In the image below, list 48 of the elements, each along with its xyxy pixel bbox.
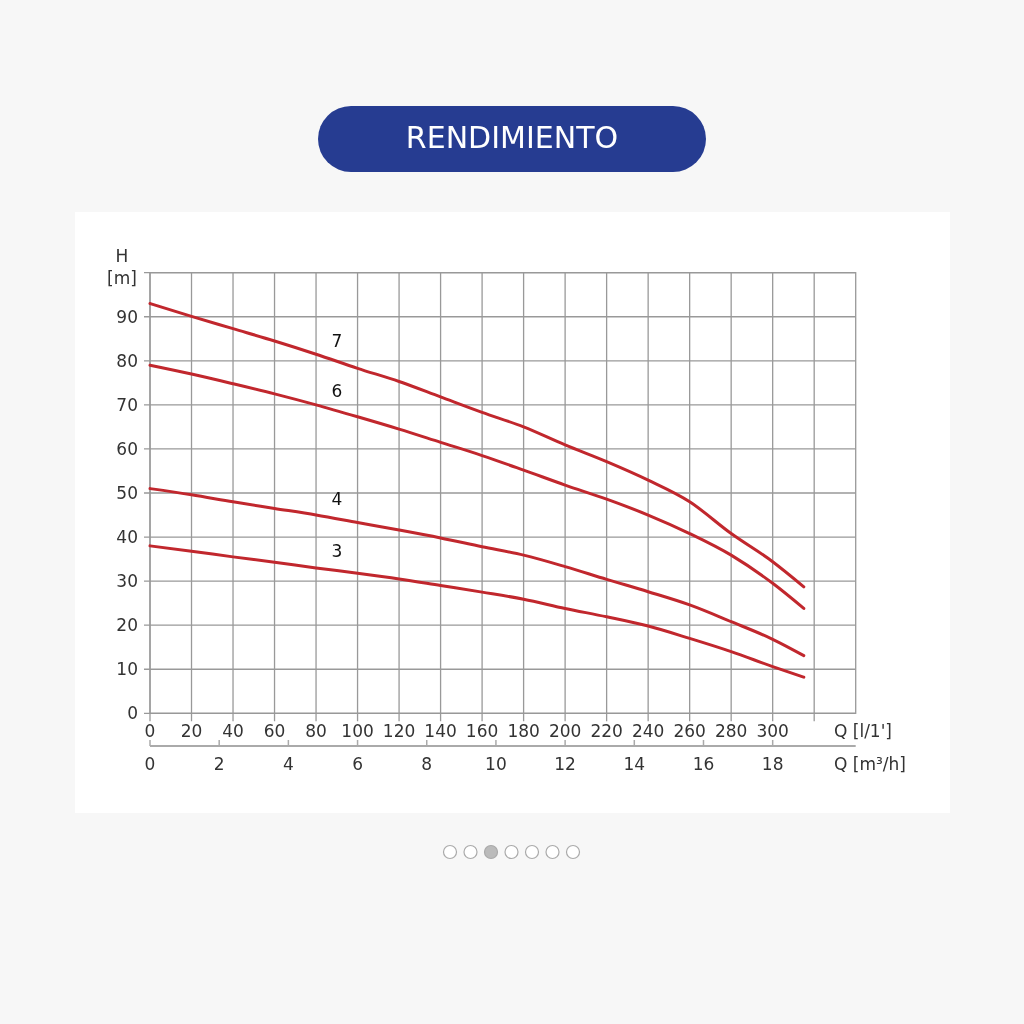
x-axis-title: Q [l/1'] bbox=[834, 721, 892, 742]
x-tick-label: 20 bbox=[180, 721, 203, 742]
y-tick-label: 30 bbox=[116, 571, 138, 592]
x-tick-label: 220 bbox=[590, 721, 623, 742]
x2-axis-title: Q [m³/h] bbox=[834, 754, 906, 774]
y-axis-title: H [m] bbox=[107, 246, 137, 288]
x2-tick-label: 0 bbox=[144, 754, 156, 774]
x-tick-label: 280 bbox=[714, 721, 748, 742]
x-tick-label: 0 bbox=[144, 721, 156, 742]
y-tick-label: 70 bbox=[116, 394, 138, 415]
x2-tick-label: 4 bbox=[282, 754, 294, 774]
y-tick-label: 90 bbox=[116, 306, 138, 327]
y-tick-label: 0 bbox=[127, 703, 138, 724]
y-tick-label: 50 bbox=[116, 483, 138, 503]
series-label: 4 bbox=[331, 488, 343, 509]
line-series bbox=[148, 363, 806, 610]
series-label: 7 bbox=[331, 331, 343, 352]
x2-tick-label: 18 bbox=[761, 754, 784, 774]
x2-tick-label: 10 bbox=[485, 754, 507, 774]
x-tick-label: 240 bbox=[631, 721, 665, 742]
x2-tick-label: 2 bbox=[213, 754, 225, 774]
x2-tick-label: 16 bbox=[692, 754, 715, 774]
x-tick-label: 40 bbox=[222, 721, 244, 742]
x2-tick-label: 12 bbox=[554, 754, 576, 774]
x-tick-label: 100 bbox=[341, 721, 374, 742]
y-tick-label: 10 bbox=[116, 659, 138, 680]
y-tick-label: 40 bbox=[116, 527, 138, 548]
x2-tick-label: 6 bbox=[352, 754, 363, 774]
x-tick-label: 300 bbox=[756, 721, 789, 742]
series-label: 6 bbox=[331, 380, 343, 401]
line-series bbox=[148, 544, 806, 679]
x-tick-label: 200 bbox=[548, 721, 582, 742]
y-tick-label: 20 bbox=[116, 615, 138, 636]
x2-tick-label: 14 bbox=[623, 754, 646, 774]
x-tick-label: 120 bbox=[382, 721, 416, 742]
line-series bbox=[148, 487, 806, 658]
series-label: 3 bbox=[331, 540, 343, 561]
x-tick-label: 60 bbox=[263, 721, 286, 742]
x-tick-label: 260 bbox=[673, 721, 706, 742]
x-tick-label: 80 bbox=[305, 721, 327, 742]
chart-title: RENDIMIENTO bbox=[405, 120, 619, 155]
x-tick-label: 160 bbox=[465, 721, 499, 742]
x-tick-label: 140 bbox=[424, 721, 457, 742]
y-tick-label: 80 bbox=[116, 350, 138, 371]
line-series bbox=[148, 302, 806, 589]
x-tick-label: 180 bbox=[507, 721, 540, 742]
x2-tick-label: 8 bbox=[421, 754, 433, 774]
y-tick-label: 60 bbox=[116, 438, 138, 459]
